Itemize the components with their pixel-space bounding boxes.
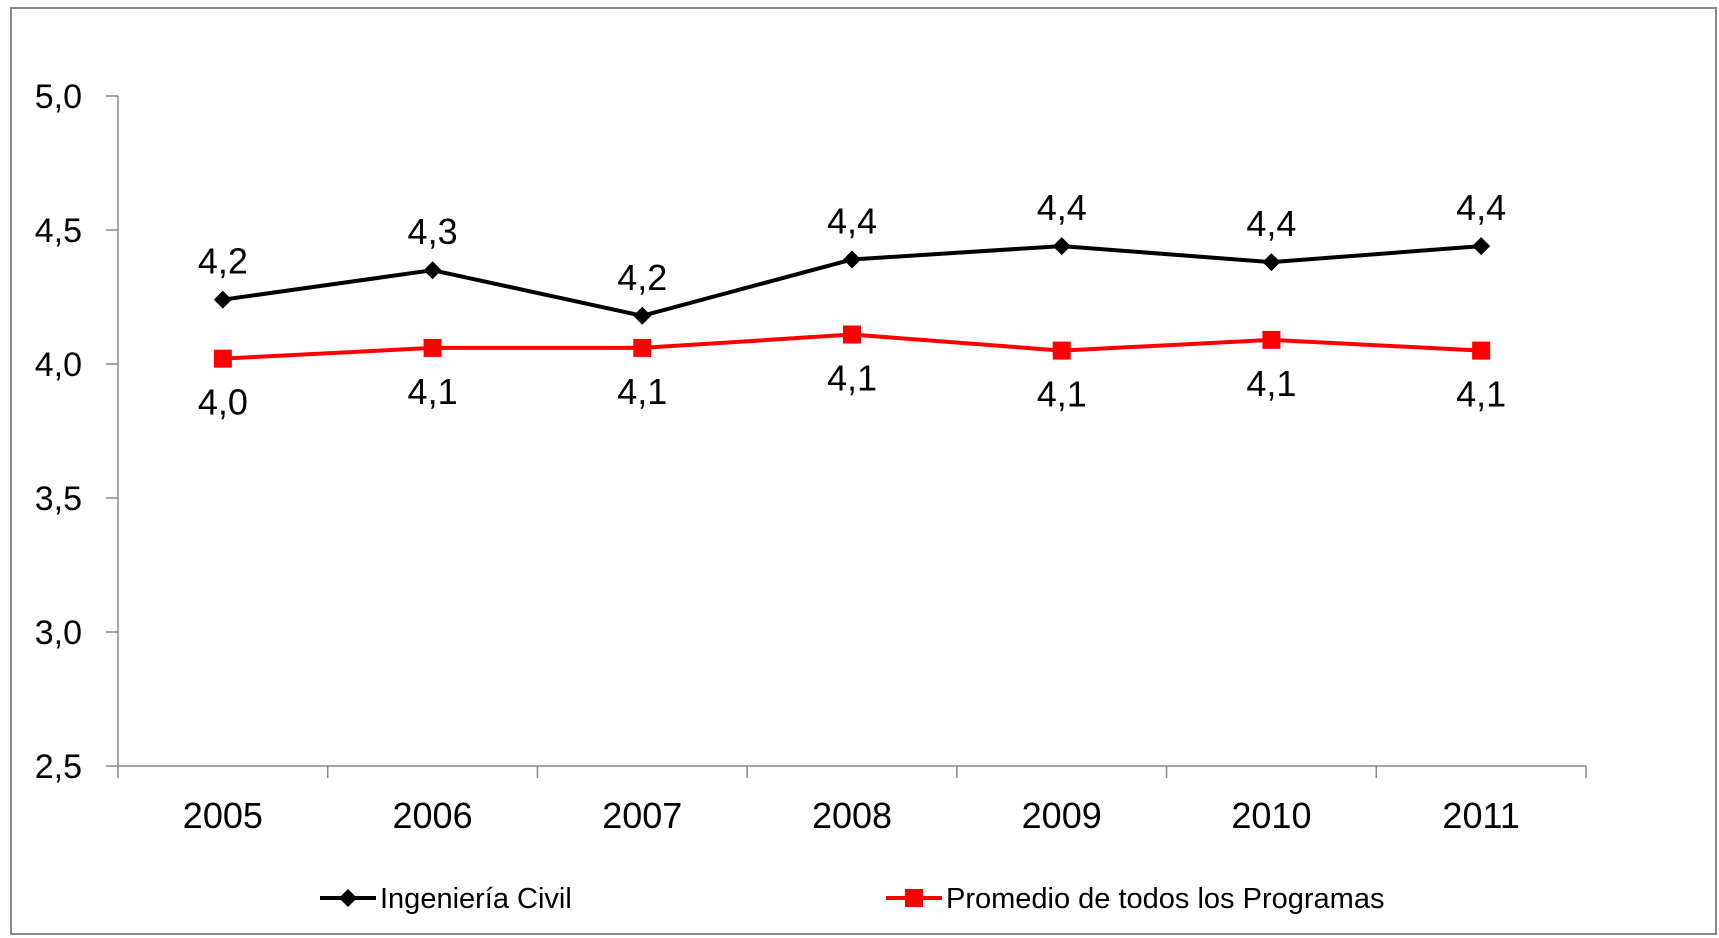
x-tick-label: 2008 [812, 795, 892, 836]
chart-border [10, 7, 1717, 935]
data-point-marker [843, 325, 861, 344]
legend-item-2: Promedio de todos los Programas [886, 883, 1384, 915]
y-tick-label: 3,0 [35, 614, 82, 652]
data-point-marker [633, 338, 652, 357]
data-label: 4,0 [198, 382, 248, 423]
data-point-marker [1472, 341, 1491, 360]
x-tick-label: 2006 [393, 795, 473, 836]
data-label: 4,1 [1246, 363, 1296, 404]
y-tick-label: 4,0 [35, 346, 82, 384]
y-tick-label: 3,5 [35, 480, 82, 518]
data-label: 4,1 [1456, 374, 1506, 415]
axes: 2,5 3,0 3,5 4,0 4,5 5,0 2005 2006 2007 2008 2009 20… [35, 78, 1587, 836]
data-point-marker [423, 261, 442, 280]
data-label: 4,1 [827, 358, 877, 399]
legend-item-1: Ingeniería Civil [320, 883, 572, 915]
data-point-marker [1472, 237, 1491, 256]
y-tick-label: 5,0 [35, 78, 82, 116]
data-label: 4,1 [617, 371, 667, 412]
y-tick-label: 2,5 [35, 748, 82, 786]
data-point-marker [633, 306, 652, 325]
data-label: 4,4 [1037, 187, 1087, 228]
data-label: 4,4 [827, 200, 877, 241]
data-point-marker [213, 290, 232, 309]
data-label: 4,1 [408, 371, 458, 412]
data-point-marker [423, 338, 442, 357]
legend: Ingeniería Civil Promedio de todos los Pr… [320, 883, 1384, 915]
data-point-marker [1262, 253, 1281, 272]
data-label: 4,3 [408, 211, 458, 252]
x-tick-label: 2007 [602, 795, 682, 836]
y-tick-label: 4,5 [35, 212, 82, 250]
legend-label: Ingeniería Civil [380, 883, 572, 915]
legend-swatch-marker [905, 889, 923, 907]
data-point-marker [1052, 341, 1071, 360]
data-point-marker [1052, 237, 1071, 256]
series-layer: 4,24,34,24,4 4,4 4,4 4,44,0 4,1 4,1 4,1 4,1 4,1 4… [198, 187, 1506, 423]
data-point-marker [213, 349, 232, 368]
series-2: 4,0 4,1 4,1 4,1 4,1 4,1 4,1 [198, 325, 1506, 423]
x-tick-label: 2010 [1231, 795, 1311, 836]
legend-label: Promedio de todos los Programas [946, 883, 1384, 915]
data-point-marker [843, 250, 861, 269]
data-label: 4,2 [198, 241, 248, 282]
data-label: 4,4 [1456, 187, 1506, 228]
data-label: 4,2 [617, 257, 667, 298]
legend-swatch-marker [339, 889, 357, 907]
data-label: 4,4 [1246, 203, 1296, 244]
x-tick-label: 2009 [1022, 795, 1102, 836]
data-label: 4,1 [1037, 374, 1087, 415]
series-1: 4,2 4,3 4,2 4,4 4,4 4,4 4,4 [198, 187, 1506, 325]
x-tick-label: 2011 [1442, 795, 1519, 836]
data-point-marker [1262, 330, 1281, 349]
x-tick-label: 2005 [183, 795, 263, 836]
